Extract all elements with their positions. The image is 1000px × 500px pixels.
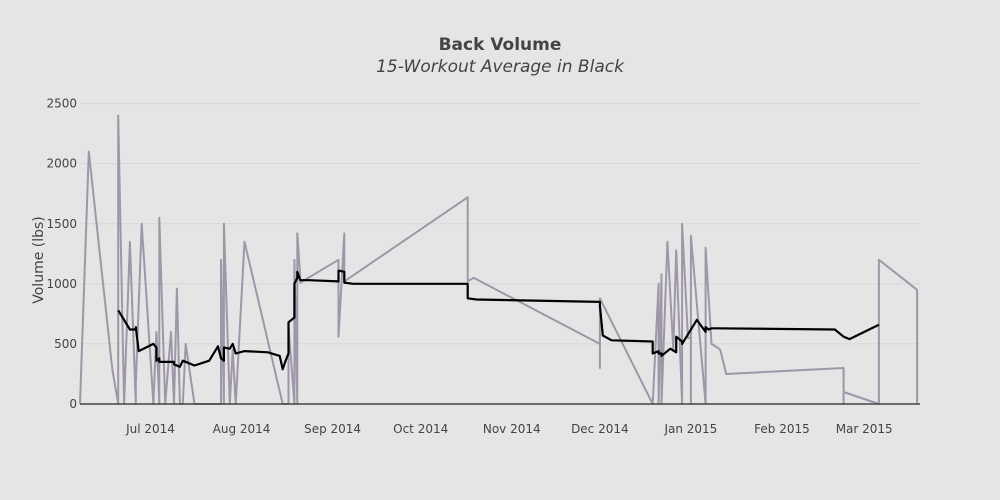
x-tick-label: Mar 2015 bbox=[836, 422, 893, 436]
series-line-average bbox=[117, 269, 880, 371]
y-axis-title: Volume (lbs) bbox=[31, 216, 47, 304]
x-tick-label: Sep 2014 bbox=[304, 422, 361, 436]
chart-subtitle: 15-Workout Average in Black bbox=[376, 57, 625, 77]
series-layer bbox=[79, 114, 919, 405]
x-tick-label: Aug 2014 bbox=[213, 422, 271, 436]
y-tick-label: 2000 bbox=[46, 157, 77, 171]
plot-background bbox=[80, 100, 920, 410]
x-axis-ticks: Jul 2014 Aug 2014 Sep 2014 Oct 2014 Nov 2014… bbox=[125, 422, 893, 436]
y-tick-label: 500 bbox=[54, 337, 77, 351]
x-tick-label: Dec 2014 bbox=[571, 422, 629, 436]
x-tick-label: Nov 2014 bbox=[483, 422, 541, 436]
x-tick-label: Feb 2015 bbox=[754, 422, 810, 436]
y-tick-label: 1000 bbox=[46, 277, 77, 291]
y-tick-label: 1500 bbox=[46, 217, 77, 231]
chart-title: Back Volume bbox=[439, 35, 562, 55]
x-tick-label: Oct 2014 bbox=[393, 422, 448, 436]
y-axis-ticks: 0 500 1000 1500 2000 2500 bbox=[46, 97, 77, 411]
y-tick-label: 2500 bbox=[46, 97, 77, 111]
x-tick-label: Jul 2014 bbox=[125, 422, 175, 436]
y-tick-label: 0 bbox=[69, 397, 77, 411]
x-tick-label: Jan 2015 bbox=[663, 422, 717, 436]
